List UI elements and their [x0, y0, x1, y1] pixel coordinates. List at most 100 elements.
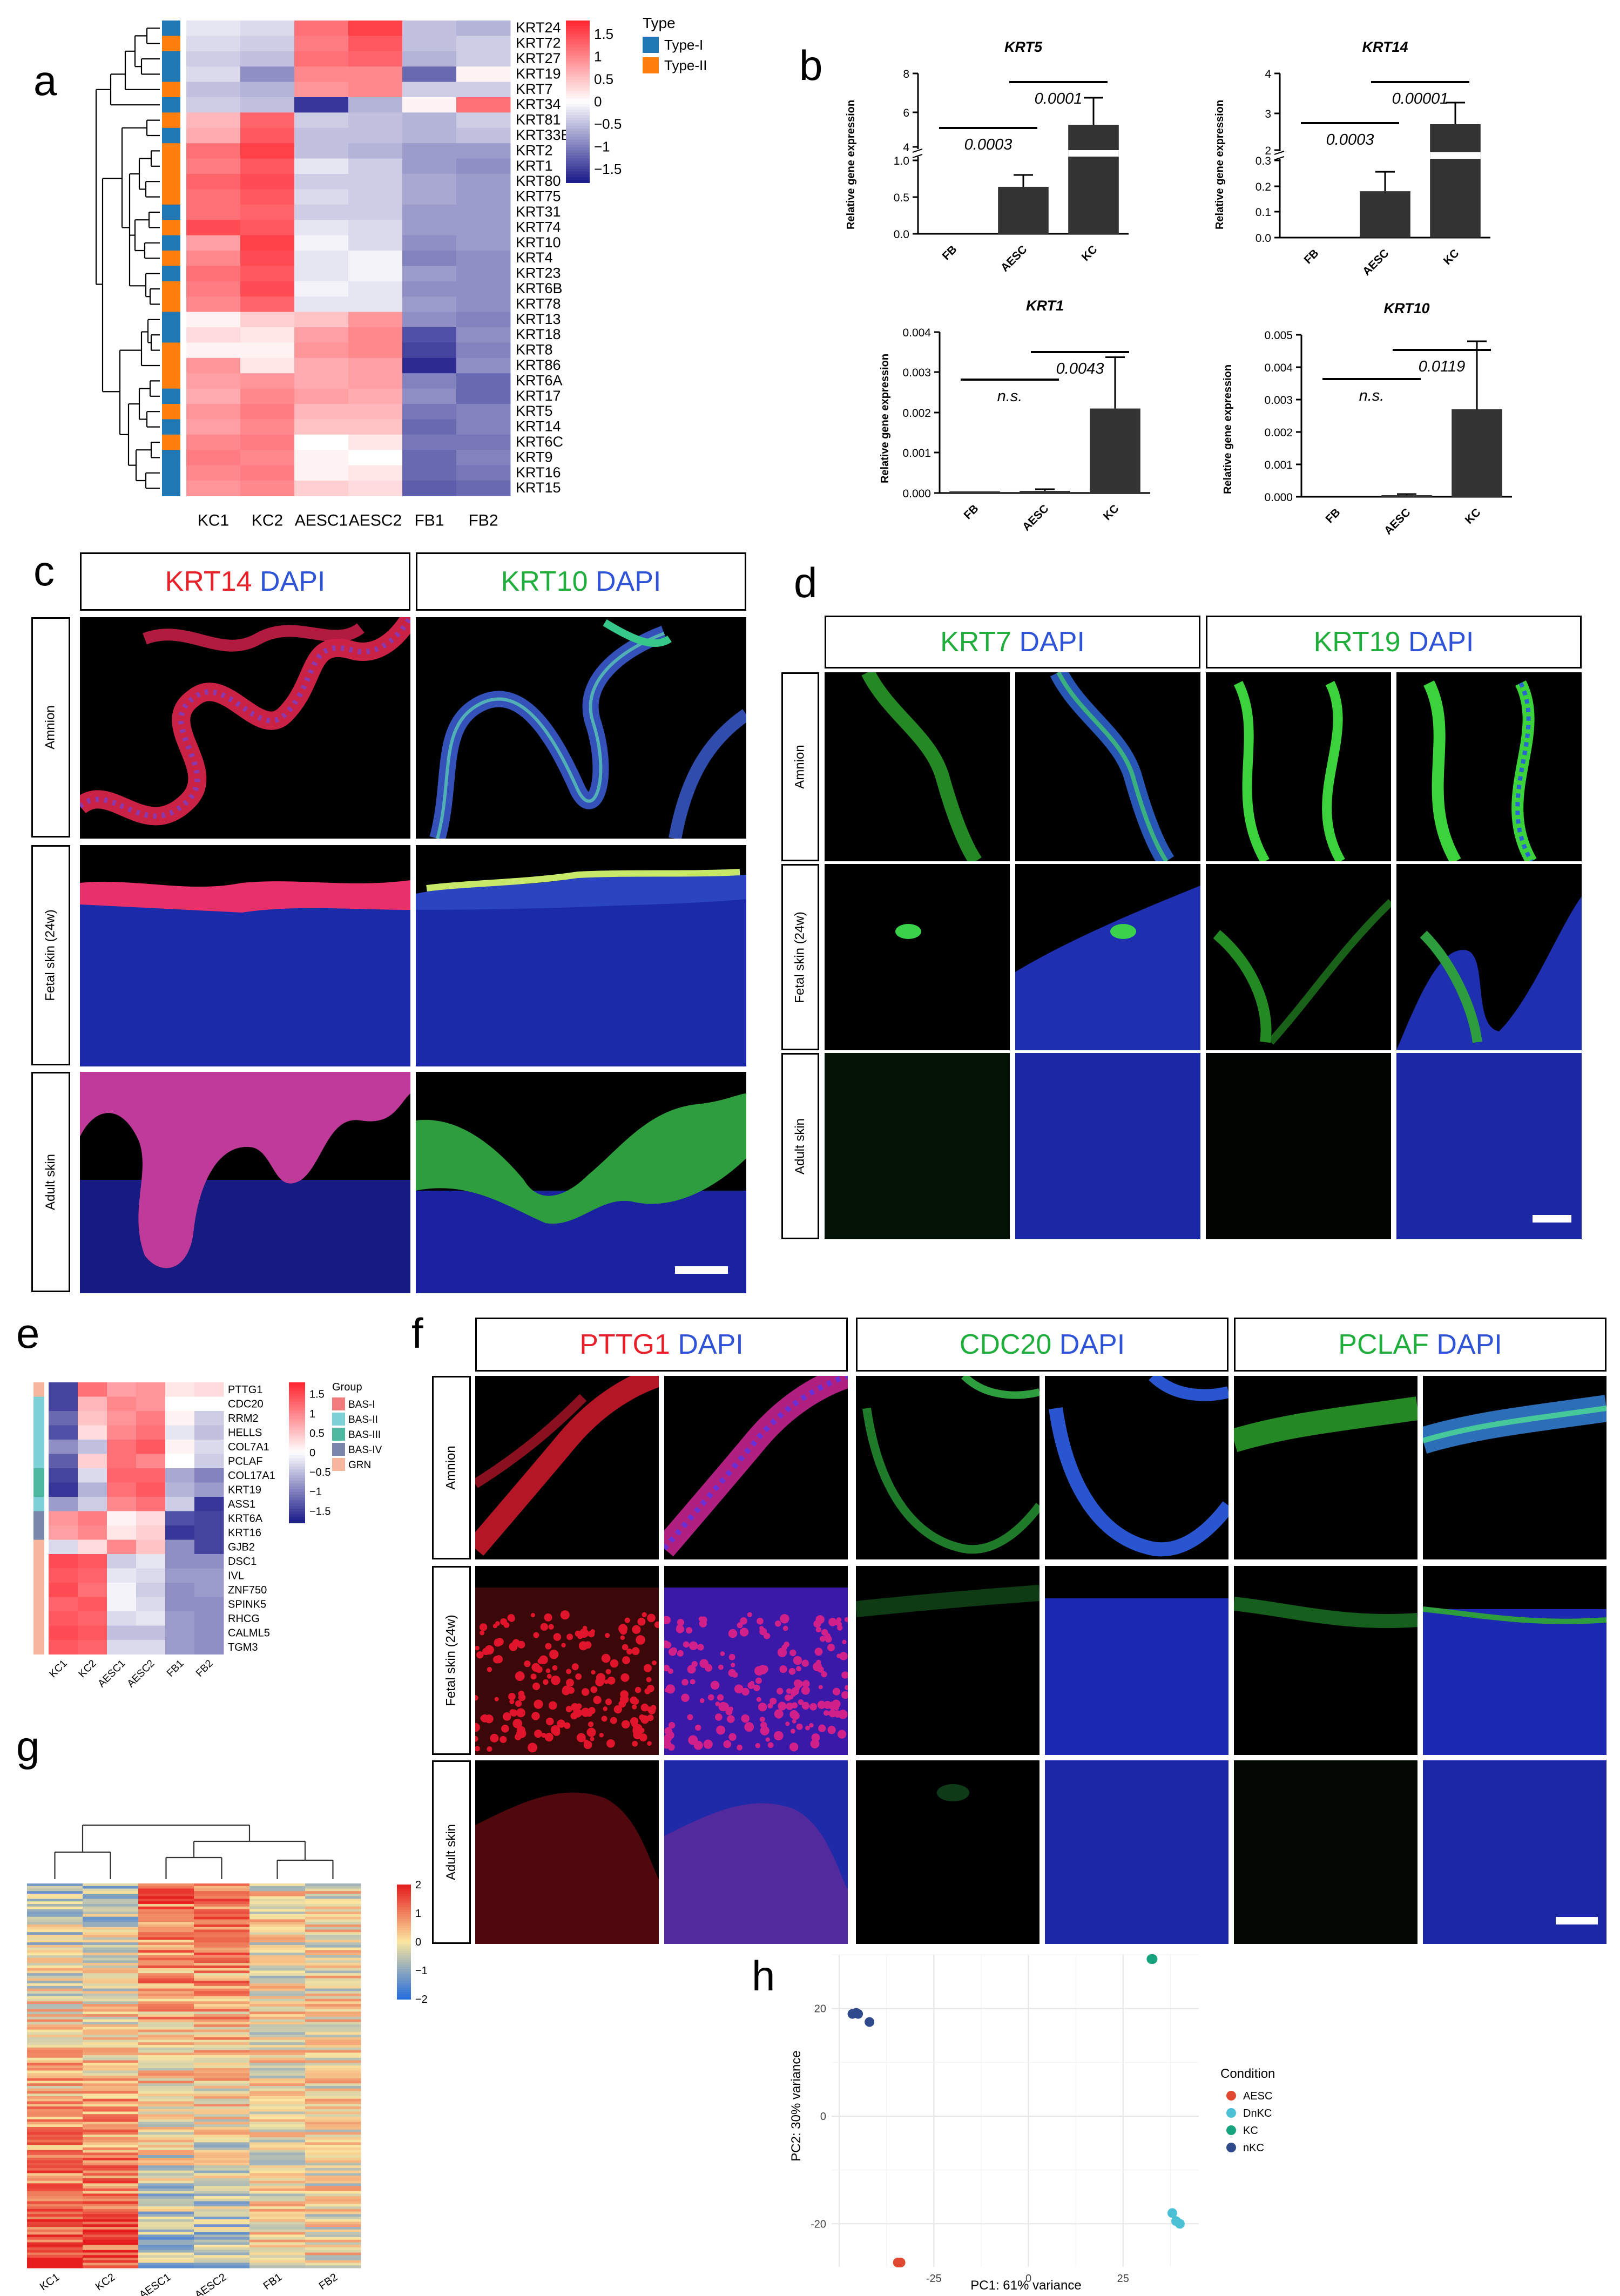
- colorbar-e-segment: [289, 1433, 305, 1436]
- heatmap-g-cell: [27, 1901, 83, 1905]
- heatmap-g-cell: [83, 2106, 139, 2110]
- heatmap-g-cell: [249, 1891, 306, 1894]
- group-annotation-cell: [33, 1440, 44, 1454]
- sample-label: AESC1: [96, 1658, 128, 1690]
- heatmap-g-cell: [249, 2178, 306, 2182]
- y-tick-label: 4: [1265, 68, 1271, 80]
- nucleus-spot: [809, 1703, 817, 1711]
- heatmap-a-cell: [240, 327, 295, 343]
- heatmap-a-cell: [348, 388, 403, 404]
- heatmap-g-cell: [83, 2081, 139, 2084]
- nucleus-spot: [813, 1620, 821, 1628]
- colorbar-g-segment: [397, 1900, 411, 1903]
- heatmap-g-cell: [194, 1903, 250, 1907]
- panel-d-header-krt19: KRT19 DAPI: [1206, 616, 1582, 668]
- nucleus-spot: [548, 1701, 557, 1710]
- colorbar-e-segment: [289, 1399, 305, 1403]
- heatmap-g-cell: [27, 2201, 83, 2204]
- heatmap-g-cell: [83, 1919, 139, 1922]
- heatmap-e-cell: [49, 1440, 78, 1454]
- nucleus-spot: [475, 1746, 480, 1752]
- colorbar-a-segment: [566, 58, 590, 62]
- heatmap-e-cell: [165, 1597, 195, 1612]
- heatmap-g-cell: [249, 2055, 306, 2058]
- heatmap-g-cell: [305, 2022, 361, 2025]
- heatmap-g-cell: [305, 2186, 361, 2189]
- type-annotation-cell: [162, 373, 180, 389]
- heatmap-g-cell: [249, 1912, 306, 1915]
- nucleus-spot: [604, 1679, 609, 1684]
- heatmap-g-cell: [249, 2201, 306, 2204]
- heatmap-g-cell: [138, 1953, 194, 1956]
- heatmap-g-cell: [249, 2193, 306, 2197]
- colorbar-e-segment: [289, 1430, 305, 1434]
- pca-y-axis-label: PC2: 30% variance: [789, 2050, 804, 2161]
- group-annotation-cell: [33, 1554, 44, 1569]
- micrograph-f-adult-cdc20-dapi: [1045, 1760, 1228, 1944]
- heatmap-e-cell: [49, 1539, 78, 1555]
- heatmap-a-cell: [348, 82, 403, 98]
- heatmap-a-cell: [294, 419, 349, 435]
- heatmap-g-cell: [138, 1996, 194, 2000]
- heatmap-g-cell: [305, 1963, 361, 1966]
- heatmap-g-cell: [27, 1991, 83, 1994]
- heatmap-g-cell: [305, 2211, 361, 2214]
- gene-label: KRT24: [516, 19, 561, 36]
- heatmap-g-cell: [194, 2258, 250, 2261]
- heatmap-e-cell: [136, 1583, 166, 1597]
- heatmap-g-cell: [27, 2247, 83, 2251]
- heatmap-a-cell: [240, 373, 295, 389]
- group-annotation-cell: [33, 1468, 44, 1483]
- colorbar-e-tick: 0.5: [309, 1428, 325, 1440]
- pca-legend-label-kc: KC: [1243, 2125, 1258, 2137]
- group-annotation-cell: [33, 1497, 44, 1511]
- bar: [1452, 409, 1502, 497]
- heatmap-g-cell: [194, 2098, 250, 2102]
- legend-e-swatch: [332, 1443, 345, 1456]
- nucleus-spot: [819, 1636, 826, 1642]
- heatmap-g-cell: [83, 2252, 139, 2256]
- heatmap-g-cell: [27, 2163, 83, 2166]
- x-tick-label: AESC: [1020, 502, 1051, 534]
- sample-label: FB1: [261, 2271, 285, 2292]
- colorbar-g-segment: [397, 1957, 411, 1961]
- heatmap-g-cell: [249, 2191, 306, 2194]
- heatmap-g-cell: [83, 2214, 139, 2217]
- heatmap-a-cell: [348, 220, 403, 236]
- heatmap-g-cell: [249, 2104, 306, 2107]
- sample-label: FB1: [414, 511, 444, 529]
- heatmap-g-cell: [83, 2209, 139, 2212]
- heatmap-g-cell: [27, 2167, 83, 2171]
- heatmap-g-cell: [249, 2242, 306, 2245]
- heatmap-g-cell: [194, 2135, 250, 2138]
- heatmap-g-cell: [27, 2196, 83, 2199]
- gene-label: KRT6A: [228, 1513, 263, 1525]
- gene-label: KRT19: [516, 65, 561, 82]
- heatmap-g-cell: [27, 2209, 83, 2212]
- heatmap-g-cell: [194, 1957, 250, 1961]
- heatmap-g-cell: [83, 2163, 139, 2166]
- pca-legend-title: Condition: [1220, 2067, 1275, 2081]
- heatmap-g-cell: [83, 1963, 139, 1966]
- heatmap-g-cell: [305, 2040, 361, 2043]
- heatmap-g-cell: [194, 2029, 250, 2032]
- colorbar-g-tick: −2: [415, 1994, 428, 2005]
- heatmap-g-cell: [27, 1899, 83, 1902]
- heatmap-g-cell: [83, 2217, 139, 2220]
- nucleus-spot: [717, 1694, 724, 1701]
- heatmap-g-cell: [194, 2173, 250, 2176]
- colorbar-g-segment: [397, 1996, 411, 2000]
- heatmap-g-cell: [249, 2027, 306, 2030]
- heatmap-g-cell: [27, 2032, 83, 2035]
- colorbar-a-segment: [566, 112, 590, 116]
- heatmap-e-cell: [78, 1454, 107, 1469]
- group-annotation-cell: [33, 1511, 44, 1526]
- heatmap-a-cell: [294, 235, 349, 251]
- colorbar-e-segment: [289, 1477, 305, 1481]
- bar-break: [1430, 152, 1481, 159]
- heatmap-g-cell: [305, 1986, 361, 1989]
- heatmap-g-cell: [249, 1970, 306, 1974]
- heatmap-a-cell: [456, 327, 511, 343]
- heatmap-a-cell: [402, 266, 457, 282]
- heatmap-g-cell: [249, 2224, 306, 2227]
